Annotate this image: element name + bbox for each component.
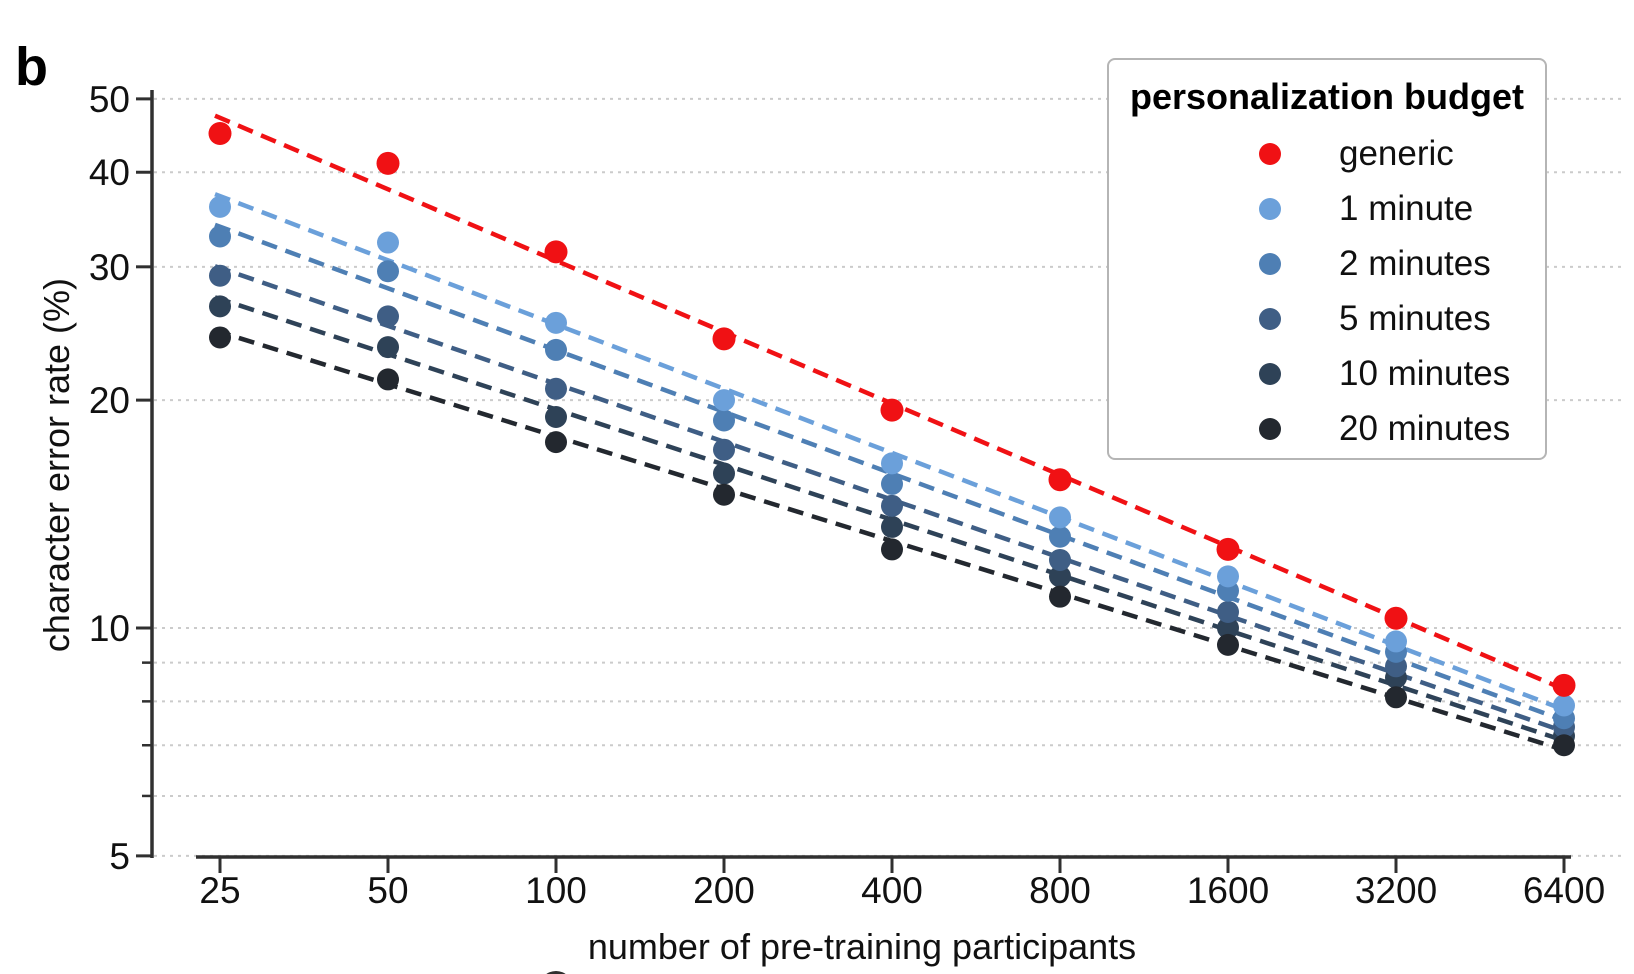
data-point-1-minute — [1049, 506, 1071, 529]
data-point-5-minutes — [1217, 600, 1239, 623]
legend-entry-2-minutes: 2 minutes — [1109, 236, 1545, 291]
legend-entry-label: 10 minutes — [1339, 353, 1511, 393]
x-tick-label: 100 — [525, 870, 587, 911]
y-tick-label: 20 — [89, 380, 130, 421]
y-axis-title: character error rate (%) — [36, 277, 77, 653]
legend-marker-dot-icon — [1259, 417, 1281, 440]
data-point-1-minute — [209, 195, 231, 218]
legend: personalization budget generic 1 minute 2 … — [1107, 58, 1547, 460]
data-point-2-minutes — [713, 409, 735, 432]
data-point-5-minutes — [881, 494, 903, 517]
data-point-10-minutes — [545, 405, 567, 428]
x-tick-label: 200 — [693, 870, 755, 911]
data-point-20-minutes — [1385, 686, 1407, 709]
legend-marker-dot-icon — [1259, 197, 1281, 220]
data-point-20-minutes — [1217, 633, 1239, 656]
y-tick-label: 50 — [89, 79, 130, 120]
data-point-generic — [376, 151, 400, 175]
legend-entry-20-minutes: 20 minutes — [1109, 401, 1545, 456]
data-point-20-minutes — [1049, 585, 1071, 608]
trend-line-2-minutes — [214, 222, 1573, 726]
x-tick-label: 3200 — [1355, 870, 1437, 911]
legend-entry-label: 1 minute — [1339, 188, 1474, 228]
legend-marker-dot-icon — [1259, 362, 1281, 385]
legend-entry-10-minutes: 10 minutes — [1109, 346, 1545, 401]
data-point-20-minutes — [1553, 734, 1575, 757]
data-point-1-minute — [545, 311, 567, 334]
y-tick-label: 30 — [89, 247, 130, 288]
legend-entry-5-minutes: 5 minutes — [1109, 291, 1545, 346]
y-tick-label: 40 — [89, 152, 130, 193]
x-tick-label: 1600 — [1187, 870, 1269, 911]
data-point-10-minutes — [713, 462, 735, 485]
data-point-5-minutes — [209, 264, 231, 287]
x-tick-label: 800 — [1029, 870, 1091, 911]
x-tick-label: 400 — [861, 870, 923, 911]
data-point-generic — [544, 240, 568, 264]
data-point-10-minutes — [1217, 617, 1239, 639]
legend-title: personalization budget — [1129, 76, 1524, 117]
data-point-10-minutes — [881, 515, 903, 538]
data-point-20-minutes — [881, 538, 903, 561]
data-point-5-minutes — [1049, 548, 1071, 571]
y-tick-label: 10 — [89, 608, 130, 649]
data-point-generic — [880, 398, 904, 422]
data-point-2-minutes — [377, 260, 399, 283]
data-point-2-minutes — [1049, 525, 1071, 548]
data-point-1-minute — [713, 389, 735, 412]
data-point-1-minute — [881, 452, 903, 475]
data-point-20-minutes — [713, 483, 735, 506]
legend-entry-label: 20 minutes — [1339, 408, 1511, 448]
trend-line-5-minutes — [214, 264, 1573, 737]
legend-entry-label: 2 minutes — [1339, 243, 1491, 283]
data-point-5-minutes — [377, 305, 399, 328]
data-point-2-minutes — [545, 338, 567, 361]
data-point-20-minutes — [545, 431, 567, 454]
data-point-1-minute — [1553, 694, 1575, 717]
x-axis-title: number of pre-training participants — [587, 926, 1137, 967]
data-point-1-minute — [1385, 630, 1407, 653]
legend-marker-dot-icon — [1259, 252, 1281, 275]
data-point-generic — [208, 122, 232, 146]
data-point-generic — [712, 327, 736, 351]
panel-label: b — [15, 37, 48, 97]
data-point-1-minute — [1217, 565, 1239, 588]
legend-entry-label: generic — [1339, 133, 1454, 173]
legend-marker-dot-icon — [1259, 307, 1281, 330]
cropped-next-panel-glyph — [546, 971, 566, 974]
data-point-generic — [1216, 537, 1240, 561]
data-point-2-minutes — [209, 225, 231, 248]
x-tick-label: 6400 — [1523, 870, 1605, 911]
data-point-10-minutes — [1049, 565, 1071, 588]
data-point-20-minutes — [209, 326, 231, 349]
data-point-1-minute — [377, 231, 399, 254]
data-point-generic — [1384, 606, 1408, 630]
legend-marker-dot-icon — [1259, 142, 1281, 165]
data-point-20-minutes — [377, 368, 399, 391]
data-point-2-minutes — [881, 472, 903, 495]
legend-entry-generic: generic — [1109, 126, 1545, 181]
legend-entry-1-minute: 1 minute — [1109, 181, 1545, 236]
data-point-10-minutes — [377, 336, 399, 359]
legend-entry-label: 5 minutes — [1339, 298, 1491, 338]
data-point-5-minutes — [545, 377, 567, 400]
x-tick-label: 25 — [199, 870, 240, 911]
data-point-generic — [1552, 673, 1576, 697]
legend-entries: generic 1 minute 2 minutes 5 minutes 10 minu… — [1109, 126, 1545, 456]
data-point-10-minutes — [209, 295, 231, 318]
y-tick-label: 5 — [109, 836, 130, 877]
x-tick-label: 50 — [367, 870, 408, 911]
data-point-5-minutes — [713, 438, 735, 461]
data-point-generic — [1048, 468, 1072, 492]
